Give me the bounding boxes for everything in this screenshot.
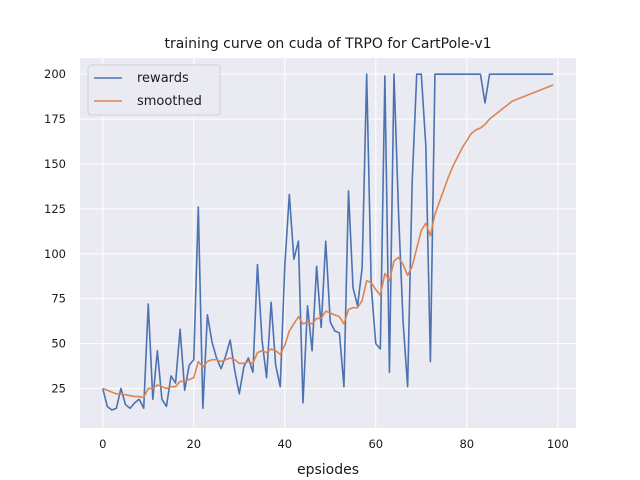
y-tick-label: 100 bbox=[44, 247, 66, 261]
x-tick-label: 40 bbox=[277, 437, 292, 451]
legend-label-smoothed: smoothed bbox=[137, 94, 202, 109]
y-tick-label: 75 bbox=[51, 292, 66, 306]
y-tick-label: 50 bbox=[51, 337, 66, 351]
plot-area bbox=[80, 58, 576, 428]
series-line-rewards bbox=[101, 73, 554, 411]
x-tick-label: 100 bbox=[547, 437, 569, 451]
y-tick-label: 150 bbox=[44, 157, 66, 171]
y-tick-label: 125 bbox=[44, 202, 66, 216]
y-tick-label: 200 bbox=[44, 67, 66, 81]
series-line-smoothed bbox=[102, 84, 554, 399]
x-tick-label: 60 bbox=[368, 437, 383, 451]
x-axis-label: epsiodes bbox=[297, 462, 359, 478]
x-tick-label: 0 bbox=[99, 437, 106, 451]
y-tick-label: 175 bbox=[44, 112, 66, 126]
series-lines bbox=[101, 73, 554, 411]
chart-title: training curve on cuda of TRPO for CartP… bbox=[164, 36, 491, 52]
grid-lines bbox=[80, 58, 576, 428]
legend: rewards smoothed bbox=[87, 64, 221, 116]
y-tick-labels: 25 50 75 100 125 150 175 200 bbox=[44, 67, 66, 395]
x-tick-label: 20 bbox=[186, 437, 201, 451]
x-tick-labels: 0 20 40 60 80 100 bbox=[99, 437, 569, 451]
y-tick-label: 25 bbox=[51, 381, 66, 395]
x-tick-label: 80 bbox=[459, 437, 474, 451]
legend-label-rewards: rewards bbox=[137, 71, 189, 86]
